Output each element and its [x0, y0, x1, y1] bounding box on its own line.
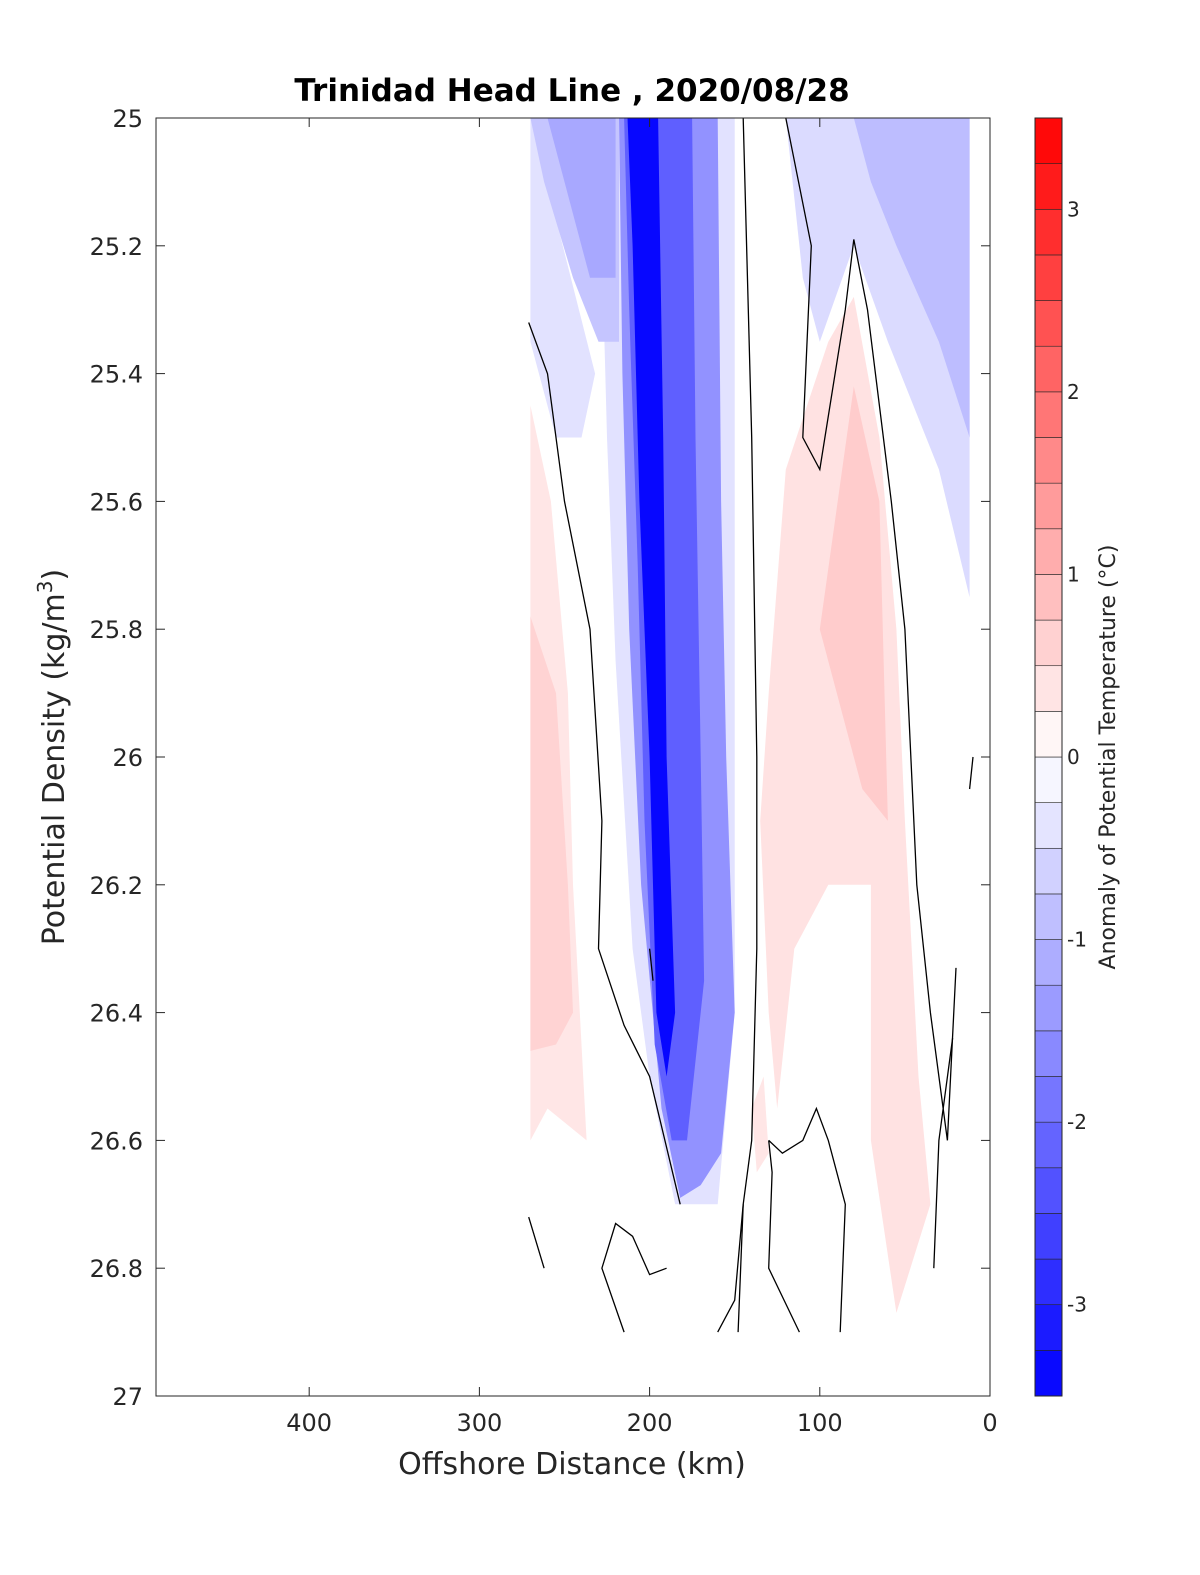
contour-zero-contour-west	[528, 322, 681, 1205]
colorbar-band	[1034, 437, 1063, 484]
y-tick-label: 25	[112, 105, 143, 133]
colorbar-band	[1034, 847, 1063, 895]
colorbar-tick-label: 0	[1067, 745, 1080, 769]
contour-zero-contour-lower-4	[768, 1140, 800, 1333]
plot-area: 400 300 200 100 0 25 25.2 25.4 25.6 25.8 26 26.2 26…	[90, 105, 998, 1437]
colorbar-band	[1034, 300, 1063, 347]
colorbar-band	[1034, 802, 1063, 849]
colorbar-band	[1034, 208, 1063, 256]
y-axis: 25 25.2 25.4 25.6 25.8 26 26.2 26.4 26.6 26.8 27	[90, 105, 990, 1411]
colorbar-band	[1034, 574, 1063, 621]
colorbar-band	[1034, 391, 1063, 438]
y-tick-label: 25.8	[90, 616, 143, 644]
anomaly-region-warm-right-core	[819, 386, 888, 821]
colorbar-band	[1034, 528, 1063, 575]
contour-zero-contour-lower-6	[933, 1038, 954, 1269]
x-tick-label: 400	[286, 1409, 332, 1437]
contour-zero-contour-right-loop	[785, 118, 957, 1141]
colorbar-band	[1034, 1304, 1063, 1351]
colorbar: 3 2 1 0 -1 -2 -3	[1034, 117, 1087, 1397]
y-tick-label: 26.6	[90, 1127, 143, 1155]
anomaly-region-cold-top-right-inner	[853, 118, 970, 438]
colorbar-band	[1034, 1350, 1063, 1397]
anomaly-region-warm-left-core	[530, 616, 573, 1051]
y-axis-title: Potential Density (kg/m3)	[33, 569, 72, 945]
colorbar-band	[1034, 619, 1063, 667]
y-axis-title-main: Potential Density (kg/m	[37, 593, 72, 945]
colorbar-band	[1034, 665, 1063, 712]
x-axis: 400 300 200 100 0	[286, 118, 998, 1437]
colorbar-band	[1034, 1121, 1063, 1169]
colorbar-band	[1034, 756, 1063, 803]
colorbar-tick-label: 3	[1067, 197, 1080, 221]
colorbar-tick-label: 1	[1067, 562, 1080, 586]
colorbar-band	[1034, 939, 1063, 986]
y-axis-title-superscript: 3	[33, 580, 57, 593]
anomaly-region-cold-band-core	[627, 118, 676, 1077]
contour-lines	[528, 118, 974, 1333]
colorbar-frame	[1034, 117, 1063, 1397]
contour-zero-contour-lower-3	[717, 1204, 744, 1333]
contour-zero-contour-small-2	[968, 756, 974, 790]
x-tick-label: 300	[456, 1409, 502, 1437]
x-tick-label: 200	[627, 1409, 673, 1437]
colorbar-band	[1034, 254, 1063, 301]
anomaly-region-warm-right	[760, 296, 931, 1313]
anomaly-fills	[530, 118, 970, 1313]
colorbar-band	[1034, 117, 1063, 164]
x-axis-title: Offshore Distance (km)	[398, 1447, 746, 1482]
y-tick-label: 26.2	[90, 872, 143, 900]
colorbar-band	[1034, 1030, 1063, 1077]
y-tick-label: 27	[112, 1383, 143, 1411]
y-tick-label: 26	[112, 744, 143, 772]
colorbar-band	[1034, 711, 1063, 758]
anomaly-region-warm-small-lower	[751, 1076, 769, 1173]
colorbar-tick-label: -3	[1067, 1293, 1087, 1317]
colorbar-band	[1034, 1076, 1063, 1123]
x-tick-label: 100	[797, 1409, 843, 1437]
contour-zero-contour-small-1	[648, 948, 654, 981]
colorbar-band	[1034, 163, 1063, 210]
contour-zero-contour-lower-1	[528, 1216, 545, 1269]
y-tick-label: 25.4	[90, 361, 143, 389]
colorbar-band	[1034, 1213, 1063, 1260]
colorbar-band	[1034, 1167, 1063, 1214]
colorbar-band	[1034, 893, 1063, 940]
y-axis-title-close: )	[37, 569, 72, 581]
colorbar-band	[1034, 482, 1063, 530]
y-tick-label: 26.8	[90, 1255, 143, 1283]
y-tick-label: 25.2	[90, 233, 143, 261]
colorbar-tick-label: -1	[1067, 928, 1087, 952]
y-tick-label: 25.6	[90, 488, 143, 516]
colorbar-tick-label: 2	[1067, 380, 1080, 404]
colorbar-band	[1034, 1258, 1063, 1306]
anomaly-region-cold-upper-left-core	[547, 118, 616, 278]
contour-zero-contour-lower-2	[601, 1222, 667, 1333]
x-tick-label: 0	[982, 1409, 997, 1437]
colorbar-band	[1034, 984, 1063, 1032]
colorbar-tick-label: -2	[1067, 1110, 1087, 1134]
contour-zero-contour-lower-5	[768, 1106, 846, 1333]
y-tick-label: 26.4	[90, 1000, 143, 1028]
colorbar-title: Anomaly of Potential Temperature (°C)	[1096, 545, 1121, 970]
colorbar-band	[1034, 345, 1063, 393]
chart-title: Trinidad Head Line , 2020/08/28	[294, 73, 849, 109]
